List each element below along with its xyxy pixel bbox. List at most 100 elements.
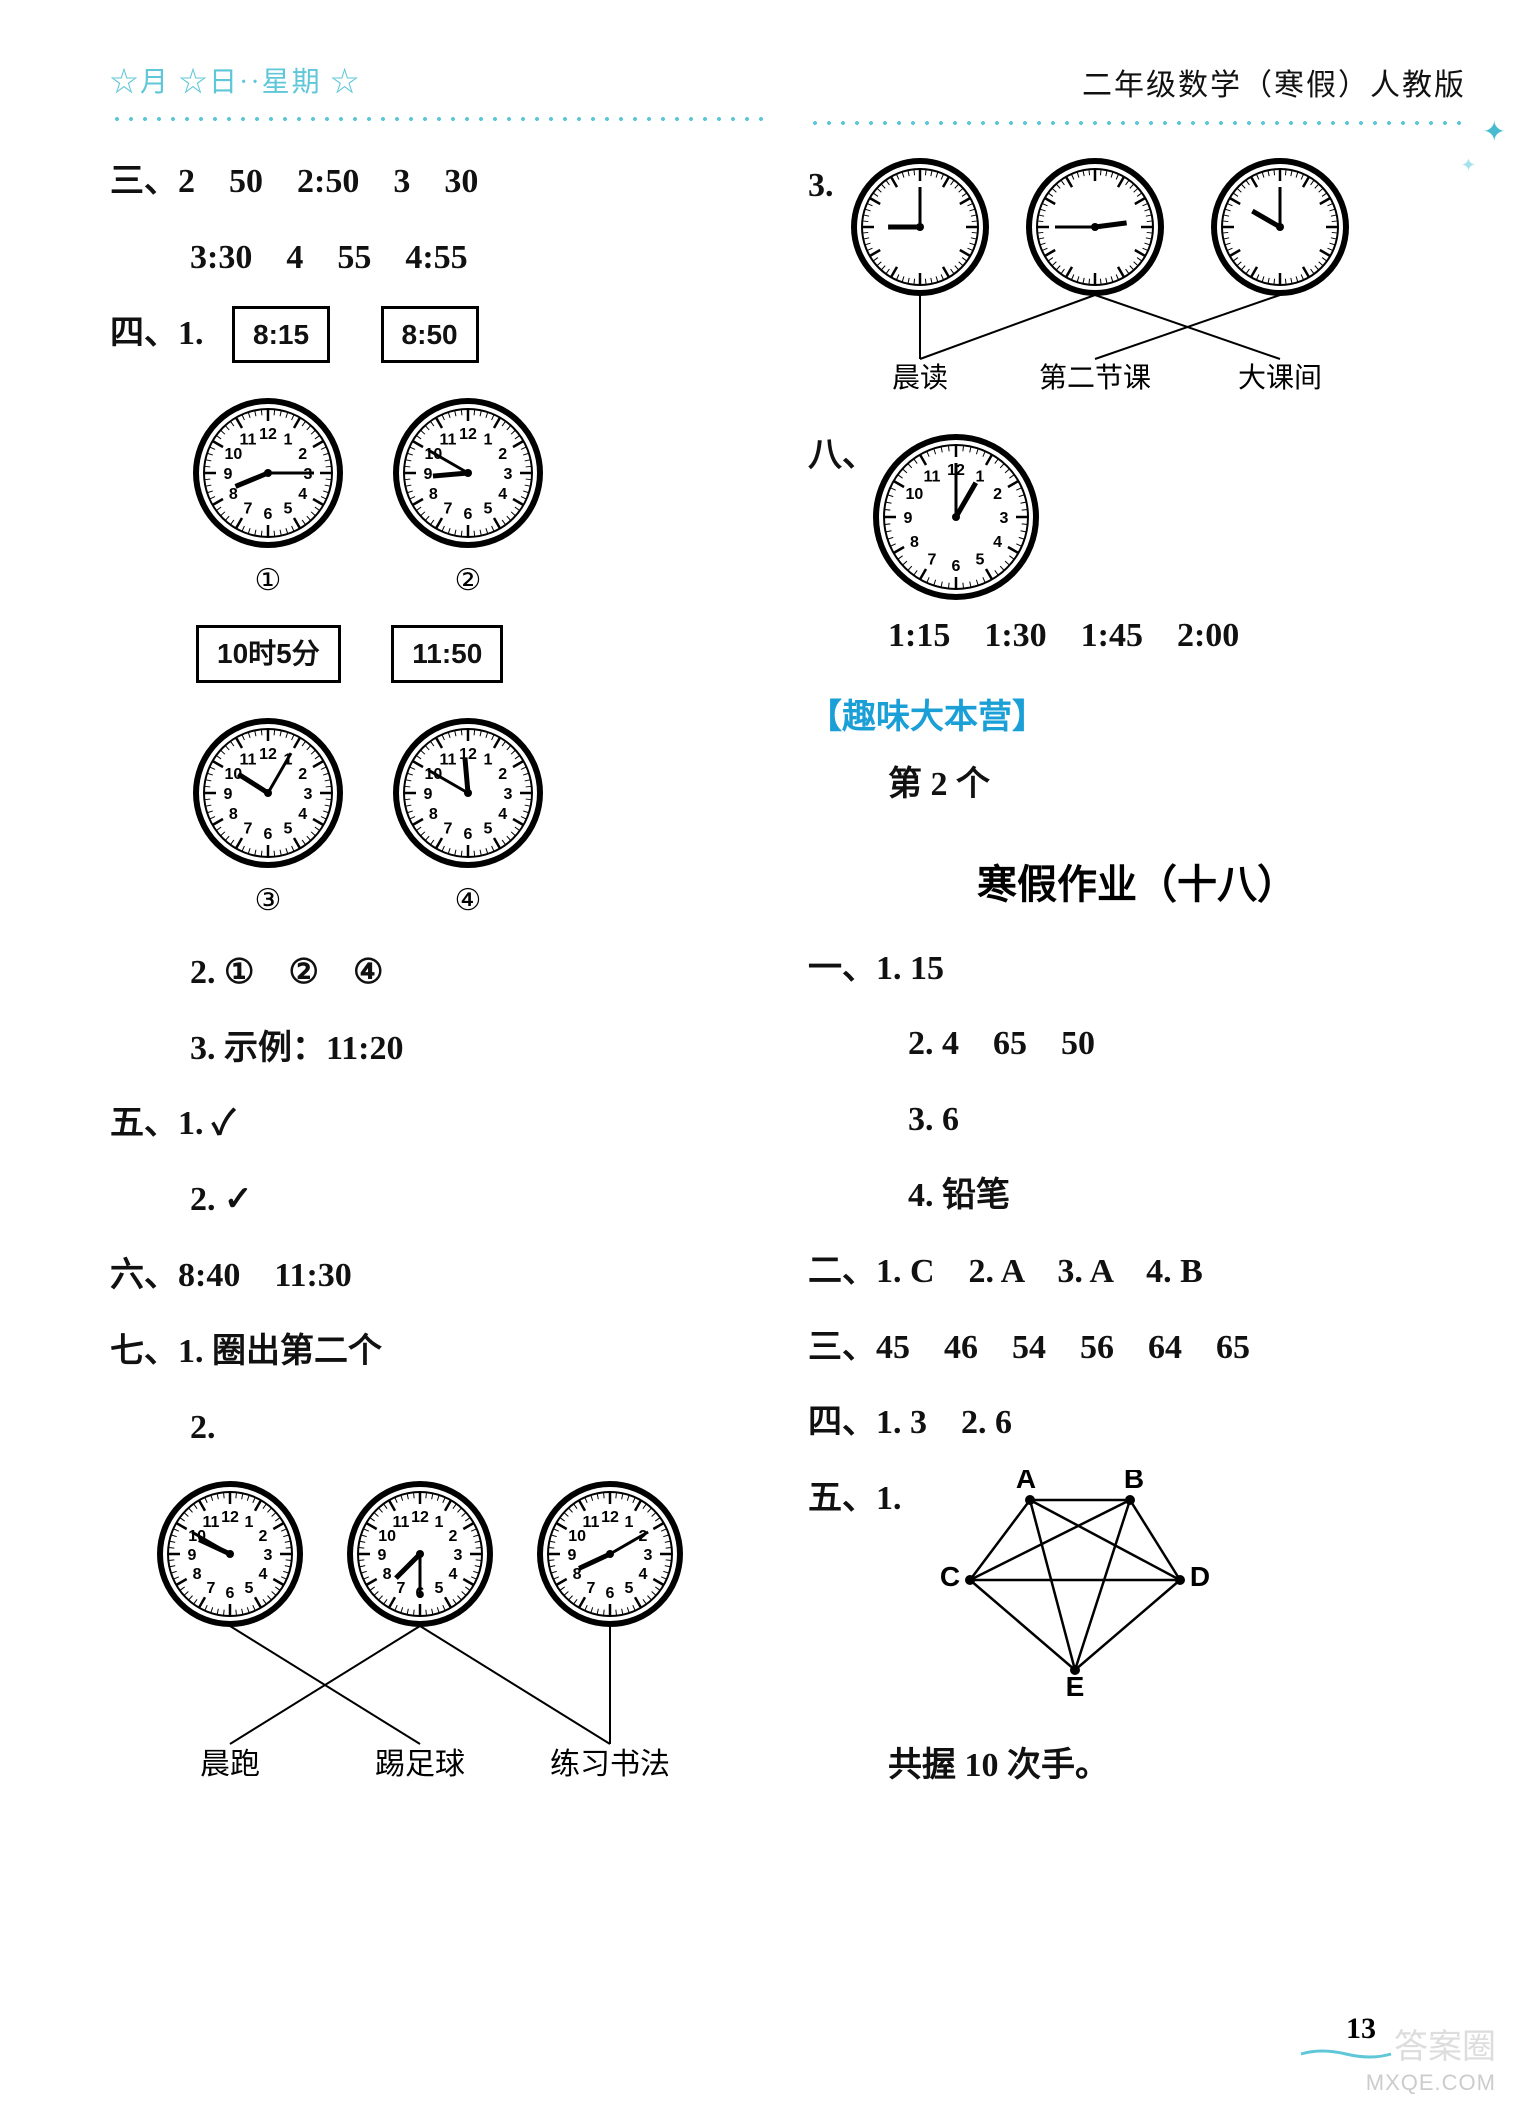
svg-text:5: 5 [484,820,493,837]
svg-text:4: 4 [258,1566,267,1583]
svg-text:4: 4 [298,486,307,503]
clock-4: 123456789101112 [388,713,548,873]
svg-text:9: 9 [568,1547,577,1564]
clock-col-1: 123456789101112 ① [188,393,348,598]
svg-text:12: 12 [259,746,277,763]
header-dots-left [110,115,768,123]
svg-text:11: 11 [440,751,457,768]
svg-text:8: 8 [229,806,238,823]
r3: 3. 6 [808,1091,1466,1149]
svg-text:9: 9 [188,1547,197,1564]
svg-text:晨跑: 晨跑 [200,1748,260,1781]
pentagon-svg: ABCDE [930,1470,1210,1700]
svg-text:4: 4 [498,806,507,823]
line-8b: 1:15 1:30 1:45 2:00 [808,607,1466,665]
circ-2: ② [455,563,482,598]
svg-text:8: 8 [429,806,438,823]
svg-text:3: 3 [264,1547,273,1564]
svg-text:7: 7 [928,552,937,569]
svg-text:2: 2 [448,1528,457,1545]
svg-text:3: 3 [504,466,513,483]
svg-text:8: 8 [910,534,919,551]
fun-section: 【趣味大本营】 [808,689,1466,738]
svg-text:9: 9 [224,786,233,803]
clock-row-1: 123456789101112 ① 123456789101112 ② [188,393,768,598]
svg-text:6: 6 [606,1585,615,1602]
svg-text:6: 6 [226,1585,235,1602]
svg-text:踢足球: 踢足球 [375,1748,465,1781]
svg-text:12: 12 [411,1509,429,1526]
svg-text:6: 6 [264,826,273,843]
r5: 二、1. C 2. A 3. A 4. B [808,1243,1466,1301]
svg-text:9: 9 [424,786,433,803]
svg-text:7: 7 [397,1580,406,1597]
watermark-cn: 答案圈 [1394,2019,1496,2068]
svg-text:10: 10 [906,486,924,503]
match-diagram-left: 1234567891011121234567891011121234567891… [140,1474,700,1814]
r6: 三、45 46 54 56 64 65 [808,1319,1466,1377]
svg-text:6: 6 [464,506,473,523]
svg-text:12: 12 [221,1509,239,1526]
svg-text:9: 9 [224,466,233,483]
svg-text:7: 7 [444,820,453,837]
left-column: ☆月 ☆日··星期 ☆ 三、2 50 2:50 3 30 3:30 4 55 4… [110,60,768,2076]
svg-text:1: 1 [484,751,493,768]
sec-4-label: 四、1. [110,315,204,352]
svg-text:9: 9 [904,510,913,527]
svg-text:6: 6 [264,506,273,523]
svg-text:3: 3 [504,786,513,803]
svg-text:D: D [1190,1561,1210,1592]
r8-label: 五、1. [808,1480,902,1517]
svg-text:3: 3 [304,786,313,803]
r2: 2. 4 65 50 [808,1015,1466,1073]
svg-text:2: 2 [498,446,507,463]
svg-text:11: 11 [583,1514,600,1531]
svg-text:12: 12 [259,426,277,443]
circ-3: ③ [255,883,282,918]
svg-text:2: 2 [993,486,1002,503]
svg-text:4: 4 [448,1566,457,1583]
svg-text:11: 11 [393,1514,410,1531]
line-5-1: 五、1. ✓ [110,1095,768,1153]
svg-text:11: 11 [924,468,941,485]
svg-text:12: 12 [459,746,477,763]
page: ☆月 ☆日··星期 ☆ 三、2 50 2:50 3 30 3:30 4 55 4… [0,0,1536,2116]
svg-text:6: 6 [464,826,473,843]
svg-text:12: 12 [459,426,477,443]
svg-text:7: 7 [244,501,253,518]
clock-eight: 123456789101112 [866,427,1046,607]
r7: 四、1. 3 2. 6 [808,1394,1466,1452]
svg-text:8: 8 [383,1566,392,1583]
r1: 一、1. 15 [808,940,1466,998]
svg-text:11: 11 [440,432,457,449]
match-svg-right: 晨读第二节课大课间 [840,157,1400,417]
svg-text:晨读: 晨读 [891,362,947,394]
svg-text:1: 1 [625,1514,634,1531]
q3-label: 3. [808,157,834,215]
svg-text:2: 2 [498,766,507,783]
clock-col-2: 123456789101112 ② [388,393,548,598]
svg-text:11: 11 [203,1514,220,1531]
svg-text:A: A [1016,1470,1036,1494]
svg-text:B: B [1124,1470,1144,1494]
svg-text:大课间: 大课间 [1237,362,1321,394]
timebox-3: 10时5分 [196,625,341,683]
svg-text:3: 3 [454,1547,463,1564]
header-dots-right [808,119,1466,127]
svg-text:4: 4 [638,1566,647,1583]
line-3: 三、2 50 2:50 3 30 [110,153,768,211]
line-7-2: 2. [110,1399,768,1457]
svg-text:5: 5 [284,820,293,837]
svg-text:2: 2 [298,766,307,783]
svg-text:1: 1 [284,432,293,449]
line-7-1: 七、1. 圈出第二个 [110,1323,768,1381]
star-decoration-1: ✦ [1483,115,1506,149]
timebox-4: 11:50 [391,625,503,683]
svg-text:5: 5 [284,501,293,518]
svg-text:11: 11 [240,751,257,768]
svg-text:8: 8 [429,486,438,503]
svg-text:12: 12 [601,1509,619,1526]
svg-text:9: 9 [378,1547,387,1564]
svg-text:8: 8 [193,1566,202,1583]
page-number-decoration [1296,2046,1396,2066]
